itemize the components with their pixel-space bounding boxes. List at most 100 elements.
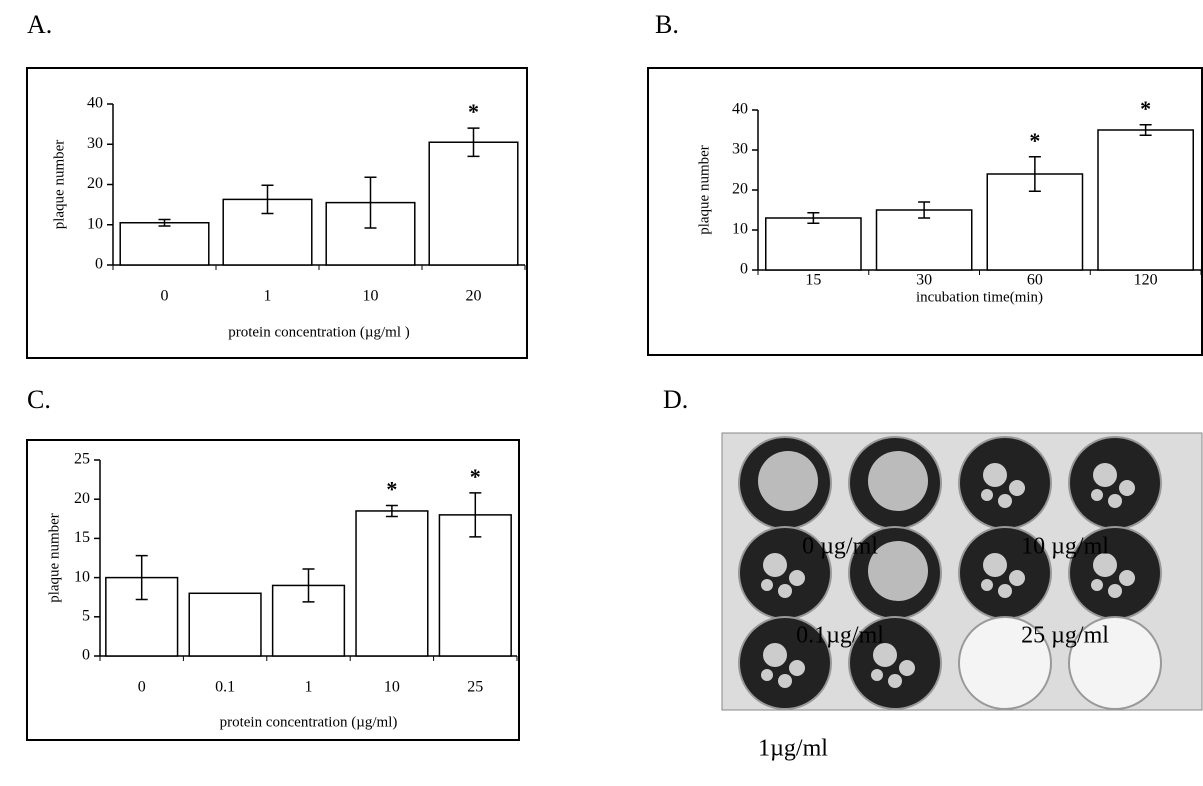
plaque: [1119, 480, 1135, 496]
panel-label: C.: [27, 385, 51, 414]
plaque: [888, 674, 902, 688]
y-tick-label: 10: [732, 221, 748, 238]
well: [1068, 616, 1162, 710]
plaque: [778, 584, 792, 598]
plaque-area: [868, 451, 928, 511]
y-tick-label: 30: [732, 141, 748, 158]
x-tick-label: 30: [916, 272, 932, 289]
significance-marker: *: [386, 477, 397, 502]
significance-marker: *: [1029, 128, 1040, 153]
plaque: [761, 579, 773, 591]
plaque: [1108, 494, 1122, 508]
plaque: [763, 553, 787, 577]
y-tick-label: 15: [74, 529, 90, 546]
y-tick-label: 25: [74, 451, 90, 468]
plaque-area: [868, 541, 928, 601]
well: [738, 616, 832, 710]
x-axis-label: protein concentration (µg/ml ): [228, 324, 410, 340]
photo-label: 0 µg/ml: [802, 534, 878, 560]
plaque: [761, 669, 773, 681]
y-tick-label: 20: [74, 490, 90, 507]
plaque: [998, 584, 1012, 598]
bar: [188, 592, 262, 657]
significance-marker: *: [470, 464, 481, 489]
plaque: [871, 669, 883, 681]
bar: [355, 510, 429, 657]
error-bar: [135, 554, 148, 601]
bar: [438, 514, 512, 657]
y-axis-label: plaque number: [46, 513, 62, 603]
well: [848, 616, 942, 710]
error-bar: [1139, 124, 1152, 136]
chart-frame: [26, 67, 528, 359]
error-bar: [1028, 156, 1041, 192]
photo-label: 10 µg/ml: [1021, 534, 1109, 560]
plaque: [1108, 584, 1122, 598]
significance-marker: *: [468, 99, 479, 124]
x-tick-label: 15: [805, 272, 821, 289]
plaque: [1093, 463, 1117, 487]
error-bar: [918, 201, 931, 219]
plaque: [1009, 570, 1025, 586]
y-tick-label: 5: [82, 607, 90, 624]
error-bar: [385, 504, 398, 518]
error-bar: [469, 492, 482, 538]
y-tick-label: 0: [82, 647, 90, 664]
y-tick-label: 40: [732, 101, 748, 118]
y-tick-label: 30: [87, 135, 103, 152]
x-axis-label: protein concentration (µg/ml): [220, 714, 398, 730]
plaque: [1009, 480, 1025, 496]
x-tick-label: 1: [305, 679, 313, 696]
x-tick-label: 20: [466, 288, 482, 305]
x-tick-label: 10: [384, 679, 400, 696]
well: [958, 616, 1052, 710]
plaque: [1093, 553, 1117, 577]
y-tick-label: 10: [87, 215, 103, 232]
panel-label: D.: [663, 385, 688, 414]
bar: [875, 209, 973, 271]
bar: [1097, 129, 1194, 271]
plaque: [789, 660, 805, 676]
panel-label: B.: [655, 10, 679, 39]
bar: [765, 217, 862, 271]
error-bar: [364, 176, 377, 229]
bar: [428, 141, 519, 266]
x-tick-label: 0: [138, 679, 146, 696]
x-tick-label: 60: [1027, 272, 1043, 289]
plaque: [899, 660, 915, 676]
plaque: [983, 463, 1007, 487]
wells: [738, 436, 1162, 710]
error-bar: [158, 218, 171, 227]
plaque: [873, 643, 897, 667]
plaque: [763, 643, 787, 667]
well: [1068, 436, 1162, 530]
x-axis-label: incubation time(min): [916, 289, 1043, 305]
x-tick-label: 25: [467, 679, 483, 696]
plaque: [981, 579, 993, 591]
plaque: [1119, 570, 1135, 586]
photo-label: 0.1µg/ml: [796, 623, 884, 649]
photo-label: 1µg/ml: [758, 736, 828, 762]
chart-frame: [26, 439, 520, 741]
y-tick-label: 10: [74, 568, 90, 585]
plaque-area: [758, 451, 818, 511]
y-axis-label: plaque number: [51, 140, 67, 230]
photo: 0 µg/ml 10 µg/ml 0.1µg/ml 25 µg/ml 1µg/m…: [721, 432, 1203, 762]
error-bar: [807, 212, 820, 224]
x-tick-label: 0.1: [215, 679, 235, 696]
error-bar: [261, 184, 274, 215]
plaque: [778, 674, 792, 688]
y-tick-label: 0: [95, 256, 103, 273]
y-tick-label: 20: [87, 175, 103, 192]
chart-frame: [647, 67, 1203, 356]
x-tick-label: 1: [264, 288, 272, 305]
plaque: [983, 553, 1007, 577]
plaque: [789, 570, 805, 586]
y-tick-label: 20: [732, 181, 748, 198]
error-bar: [467, 127, 480, 158]
y-tick-label: 40: [87, 95, 103, 112]
x-tick-label: 120: [1134, 272, 1158, 289]
plaque: [998, 494, 1012, 508]
photo-label: 25 µg/ml: [1021, 623, 1109, 649]
